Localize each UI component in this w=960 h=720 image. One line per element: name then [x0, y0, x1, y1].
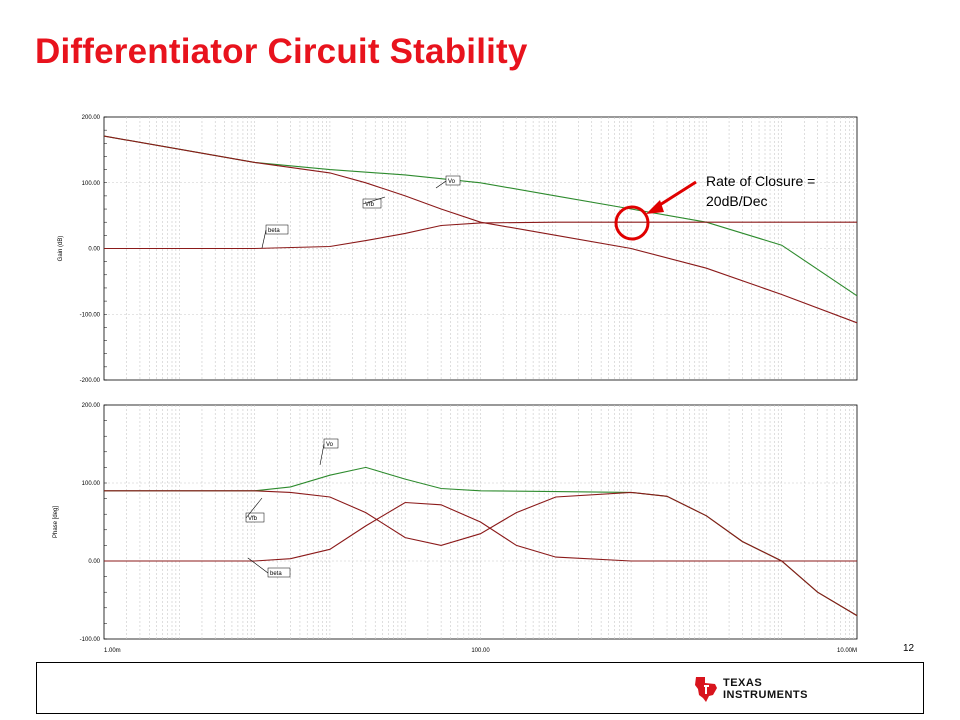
x-tick-label: 1.00m	[104, 648, 121, 654]
page-number: 12	[903, 643, 915, 654]
rate-of-closure-note: Rate of Closure = 20dB/Dec	[706, 171, 815, 211]
series-line-vfb	[104, 490, 858, 617]
highlight-arrow-head	[646, 200, 664, 214]
crossover-highlight-circle	[614, 205, 650, 241]
y-tick-label: -200.00	[80, 378, 101, 384]
series-label-box	[265, 224, 289, 235]
series-line-beta	[104, 501, 857, 562]
label-pointer	[245, 497, 263, 519]
series-label-beta: beta	[270, 571, 282, 577]
series-line-beta	[104, 221, 857, 250]
y-tick-label: -100.00	[80, 637, 101, 643]
x-tick-label: 100.00	[471, 648, 490, 654]
highlight-arrow-shaft	[654, 180, 697, 210]
y-axis-label: Gain (dB)	[58, 236, 64, 262]
series-label-vo: Vo	[326, 442, 334, 448]
texas-state-icon	[695, 677, 717, 702]
footer-bar: TEXAS INSTRUMENTS	[36, 662, 924, 714]
logo-text: TEXAS INSTRUMENTS	[723, 677, 808, 701]
texas-instruments-logo: TEXAS INSTRUMENTS	[693, 675, 813, 705]
y-tick-label: 100.00	[82, 181, 101, 187]
series-label-vo: Vo	[448, 179, 456, 185]
series-label-vfb: Vfb	[365, 202, 375, 208]
label-pointer	[247, 557, 269, 574]
series-label-vfb: Vfb	[248, 516, 258, 522]
y-axis-label: Phase [deg]	[53, 506, 59, 538]
label-pointer	[319, 443, 325, 466]
series-label-box	[267, 567, 291, 578]
label-pointer	[362, 196, 386, 205]
y-tick-label: 100.00	[82, 481, 101, 487]
annotation-line-2: 20dB/Dec	[706, 193, 768, 209]
label-pointer	[435, 180, 447, 189]
logo-word-2: INSTRUMENTS	[723, 689, 808, 701]
y-tick-label: 200.00	[82, 115, 101, 121]
label-pointer	[261, 229, 267, 249]
series-label-box	[323, 438, 339, 449]
x-tick-label: 10.00M	[837, 648, 857, 654]
y-tick-label: 0.00	[88, 247, 100, 253]
series-line-vfb	[103, 135, 858, 324]
series-label-box	[245, 512, 265, 523]
y-tick-label: 200.00	[82, 403, 101, 409]
series-label-box	[362, 198, 382, 209]
logo-word-1: TEXAS	[723, 677, 763, 689]
y-tick-label: -100.00	[80, 312, 101, 318]
y-tick-label: 0.00	[88, 559, 100, 565]
slide-title: Differentiator Circuit Stability	[35, 32, 528, 71]
annotation-line-1: Rate of Closure =	[706, 173, 816, 189]
series-label-box	[445, 175, 461, 186]
series-label-beta: beta	[268, 228, 280, 234]
